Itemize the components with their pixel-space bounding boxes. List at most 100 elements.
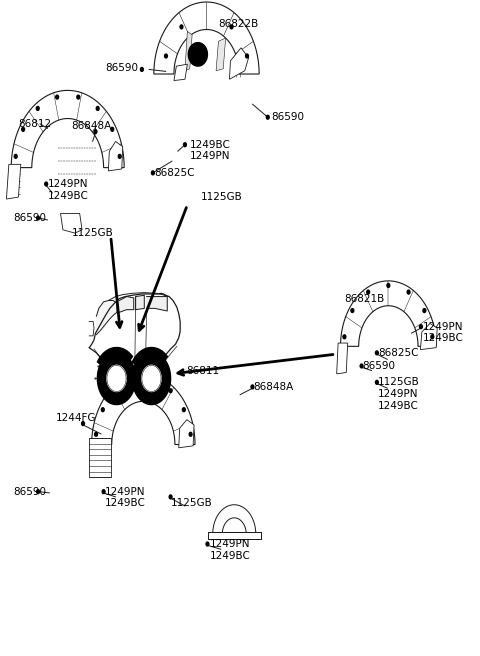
Polygon shape	[118, 154, 121, 158]
Text: 86848A: 86848A	[72, 121, 112, 131]
Text: 1249BC: 1249BC	[190, 140, 230, 150]
Polygon shape	[152, 171, 155, 174]
Text: 1125GB: 1125GB	[171, 499, 213, 508]
Polygon shape	[115, 389, 118, 393]
Polygon shape	[154, 2, 259, 74]
Text: 1249BC: 1249BC	[378, 401, 419, 411]
Text: 1249PN: 1249PN	[190, 152, 230, 161]
Text: 86590: 86590	[13, 487, 46, 497]
Text: 86848A: 86848A	[253, 382, 294, 392]
Polygon shape	[188, 43, 207, 66]
Polygon shape	[97, 348, 132, 365]
Polygon shape	[423, 308, 426, 312]
Polygon shape	[431, 335, 434, 338]
Polygon shape	[229, 48, 249, 79]
Text: 86825C: 86825C	[154, 168, 194, 178]
Text: 1249PN: 1249PN	[105, 487, 145, 497]
Polygon shape	[165, 54, 168, 58]
Polygon shape	[152, 379, 155, 382]
Text: 86590: 86590	[362, 361, 396, 371]
Polygon shape	[180, 25, 183, 29]
Polygon shape	[169, 495, 172, 499]
Text: 1125GB: 1125GB	[201, 192, 242, 202]
Polygon shape	[351, 308, 354, 312]
Text: 1249PN: 1249PN	[423, 321, 463, 332]
Polygon shape	[251, 385, 254, 389]
Polygon shape	[6, 165, 21, 199]
Polygon shape	[174, 64, 187, 81]
Polygon shape	[36, 489, 39, 493]
Polygon shape	[82, 422, 84, 426]
Polygon shape	[185, 31, 192, 71]
Text: 1249BC: 1249BC	[423, 333, 464, 344]
Text: 86821B: 86821B	[344, 294, 384, 304]
Polygon shape	[136, 295, 144, 310]
Polygon shape	[343, 335, 346, 338]
Text: 86811: 86811	[186, 366, 219, 376]
Polygon shape	[182, 408, 185, 412]
Text: 86590: 86590	[105, 63, 138, 73]
Text: 1249PN: 1249PN	[48, 179, 88, 189]
Polygon shape	[375, 380, 378, 384]
Polygon shape	[95, 432, 97, 436]
Polygon shape	[107, 365, 126, 392]
Text: 86825C: 86825C	[378, 348, 419, 358]
Text: 1249BC: 1249BC	[48, 191, 88, 201]
Polygon shape	[340, 281, 436, 346]
Polygon shape	[22, 127, 24, 131]
Polygon shape	[77, 95, 80, 99]
Polygon shape	[36, 106, 39, 110]
Polygon shape	[169, 389, 172, 393]
Polygon shape	[45, 182, 48, 186]
Polygon shape	[92, 374, 195, 445]
Polygon shape	[102, 489, 105, 493]
Polygon shape	[56, 95, 59, 99]
Text: 86590: 86590	[272, 112, 305, 122]
Polygon shape	[97, 352, 136, 405]
Text: 1125GB: 1125GB	[378, 377, 420, 387]
Polygon shape	[132, 352, 170, 405]
Polygon shape	[246, 54, 249, 58]
Polygon shape	[387, 283, 390, 287]
Polygon shape	[206, 542, 209, 546]
Text: 1125GB: 1125GB	[72, 228, 113, 238]
Text: 1249PN: 1249PN	[209, 539, 250, 549]
Text: 86812: 86812	[18, 119, 51, 129]
Polygon shape	[367, 290, 370, 294]
Polygon shape	[11, 91, 124, 168]
Polygon shape	[336, 343, 348, 374]
Polygon shape	[132, 348, 168, 365]
Polygon shape	[147, 297, 167, 311]
Polygon shape	[360, 364, 363, 368]
Polygon shape	[141, 68, 144, 72]
Polygon shape	[266, 115, 269, 119]
Polygon shape	[189, 432, 192, 436]
Text: 86590: 86590	[13, 213, 46, 223]
Text: 86822B: 86822B	[218, 19, 259, 30]
Polygon shape	[183, 143, 186, 147]
Polygon shape	[407, 290, 410, 294]
Text: 1249BC: 1249BC	[105, 499, 146, 508]
Text: 1249BC: 1249BC	[209, 551, 250, 561]
Polygon shape	[94, 130, 97, 134]
Polygon shape	[208, 532, 261, 539]
Polygon shape	[36, 216, 39, 220]
Polygon shape	[230, 25, 233, 29]
Polygon shape	[179, 420, 194, 448]
Polygon shape	[216, 38, 226, 71]
Polygon shape	[89, 438, 111, 478]
Polygon shape	[108, 142, 123, 171]
Polygon shape	[96, 106, 99, 110]
Text: 1244FG: 1244FG	[56, 413, 96, 423]
Polygon shape	[60, 213, 82, 233]
Polygon shape	[120, 297, 134, 312]
Polygon shape	[96, 300, 117, 335]
Polygon shape	[420, 323, 437, 350]
Polygon shape	[420, 325, 422, 329]
Polygon shape	[101, 408, 104, 412]
Polygon shape	[142, 365, 161, 392]
Text: 1249PN: 1249PN	[378, 389, 419, 399]
Polygon shape	[111, 127, 114, 131]
Polygon shape	[213, 504, 256, 534]
Polygon shape	[132, 379, 135, 382]
